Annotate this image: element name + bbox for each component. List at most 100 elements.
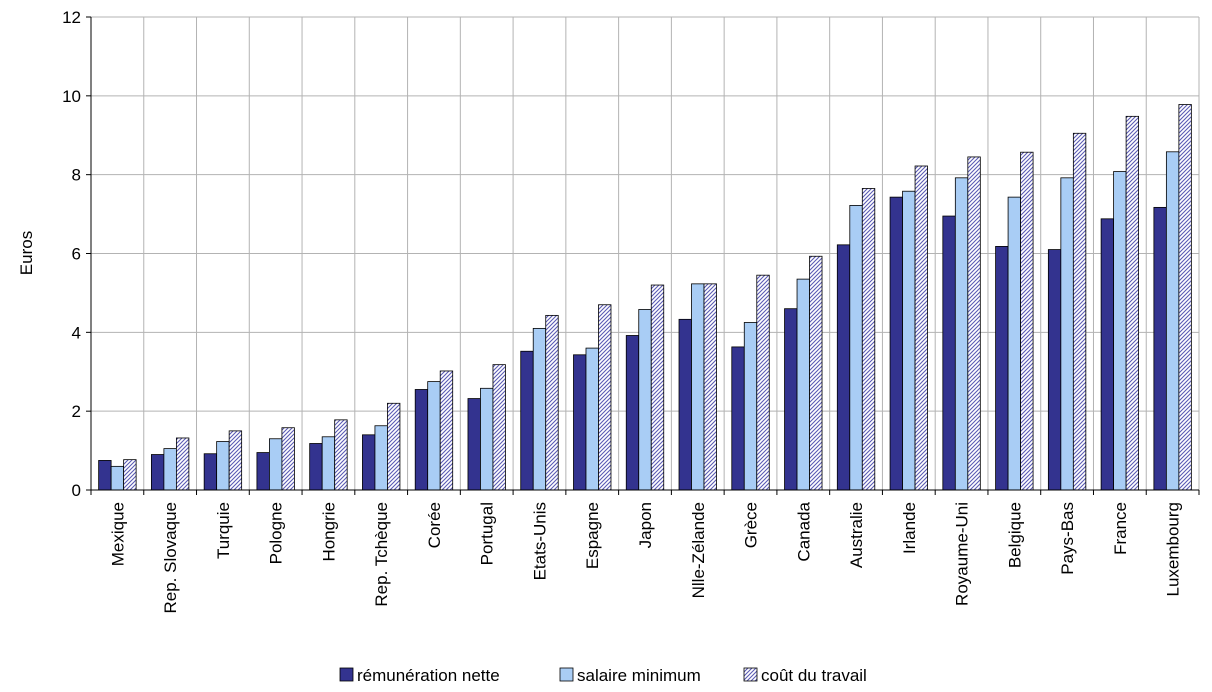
x-tick-label: Grèce xyxy=(742,502,761,548)
bar-cout-du-travail xyxy=(387,402,401,491)
bar-remuneration-nette xyxy=(731,346,745,491)
bar-cout-du-travail xyxy=(175,437,190,491)
bar-salaire-minimum xyxy=(1165,151,1180,491)
x-tick-label: Rep. Slovaque xyxy=(161,502,180,614)
bar-remuneration-nette xyxy=(520,350,534,491)
bar-remuneration-nette xyxy=(414,389,429,491)
bar-cout-du-travail xyxy=(123,459,137,491)
bar-salaire-minimum xyxy=(585,347,599,491)
bar-salaire-minimum xyxy=(1007,196,1021,491)
x-tick-label: Hongrie xyxy=(319,502,338,562)
x-tick-label: Canada xyxy=(794,501,813,561)
bar-remuneration-nette xyxy=(362,434,376,491)
bar-cout-du-travail xyxy=(439,370,454,491)
y-tick-label: 12 xyxy=(62,8,81,27)
bar-salaire-minimum xyxy=(743,322,758,491)
bar-salaire-minimum xyxy=(1060,177,1074,491)
bar-remuneration-nette xyxy=(942,215,956,491)
bar-cout-du-travail xyxy=(492,364,506,491)
y-tick-label: 6 xyxy=(72,245,81,264)
bar-salaire-minimum xyxy=(849,205,863,491)
x-tick-label: Pays-Bas xyxy=(1058,502,1077,575)
bar-salaire-minimum xyxy=(954,177,969,491)
x-tick-label: France xyxy=(1111,502,1130,555)
legend-label: salaire minimum xyxy=(577,666,701,685)
bar-remuneration-nette xyxy=(150,454,165,491)
bar-remuneration-nette xyxy=(1153,206,1167,491)
bar-remuneration-nette xyxy=(836,244,851,491)
bar-remuneration-nette xyxy=(625,335,640,491)
bar-cout-du-travail xyxy=(650,284,665,491)
x-tick-label: Irlande xyxy=(900,502,919,554)
bar-remuneration-nette xyxy=(309,443,323,491)
bar-cout-du-travail xyxy=(1072,132,1087,491)
legend-swatch xyxy=(743,667,758,682)
bar-cout-du-travail xyxy=(914,165,928,491)
bar-remuneration-nette xyxy=(889,196,903,491)
bar-remuneration-nette xyxy=(678,318,692,491)
x-tick-label: Mexique xyxy=(108,502,127,566)
x-tick-label: Etats-Unis xyxy=(530,502,549,580)
bar-cout-du-travail xyxy=(967,156,981,491)
x-tick-label: Portugal xyxy=(478,502,497,565)
bar-cout-du-travail xyxy=(1020,151,1034,491)
y-tick-label: 10 xyxy=(62,87,81,106)
x-tick-label: Royaume-Uni xyxy=(953,502,972,606)
tick-labels: 0 2 4 6 8 10 12 Mexique Rep. Slovaque Turquie Polo… xyxy=(62,8,1183,614)
bar-remuneration-nette xyxy=(256,452,270,491)
y-tick-label: 4 xyxy=(72,323,81,342)
bar-remuneration-nette xyxy=(995,246,1009,491)
bar-salaire-minimum xyxy=(796,278,810,491)
bar-salaire-minimum xyxy=(269,438,283,491)
bar-salaire-minimum xyxy=(902,190,916,491)
y-axis-label: Euros xyxy=(17,231,36,275)
bar-cout-du-travail xyxy=(861,188,876,491)
y-tick-label: 2 xyxy=(72,402,81,421)
bar-cout-du-travail xyxy=(545,314,559,491)
x-tick-label: Japon xyxy=(636,502,655,548)
bar-cout-du-travail xyxy=(703,283,717,491)
bar-cout-du-travail xyxy=(598,304,612,491)
bar-remuneration-nette xyxy=(573,354,587,491)
bar-cout-du-travail xyxy=(334,419,348,491)
bar-salaire-minimum xyxy=(110,465,125,491)
legend-swatch xyxy=(339,667,354,682)
bar-remuneration-nette xyxy=(784,308,798,491)
bar-cout-du-travail xyxy=(1125,115,1140,491)
bar-salaire-minimum xyxy=(216,441,230,491)
x-tick-label: Australie xyxy=(847,502,866,568)
x-tick-label: Belgique xyxy=(1005,502,1024,568)
bar-cout-du-travail xyxy=(228,430,243,491)
bar-remuneration-nette xyxy=(467,398,481,491)
bars xyxy=(98,104,1192,491)
bar-salaire-minimum xyxy=(532,327,547,491)
gridlines xyxy=(91,16,1200,490)
legend-swatch xyxy=(559,667,574,682)
bar-salaire-minimum xyxy=(321,436,336,491)
x-tick-label: Corée xyxy=(425,502,444,548)
y-tick-label: 0 xyxy=(72,481,81,500)
bar-salaire-minimum xyxy=(374,425,388,491)
bar-cout-du-travail xyxy=(1178,104,1192,491)
bar-salaire-minimum xyxy=(480,387,494,491)
x-tick-label: Rep. Tchèque xyxy=(372,502,391,607)
bar-salaire-minimum xyxy=(163,448,177,491)
bar-salaire-minimum xyxy=(1113,171,1127,491)
axes xyxy=(86,16,1200,495)
legend-label: coût du travail xyxy=(761,666,867,685)
bar-salaire-minimum xyxy=(427,381,441,491)
bar-remuneration-nette xyxy=(1047,249,1062,491)
bar-cout-du-travail xyxy=(756,274,770,491)
bar-remuneration-nette xyxy=(98,460,112,491)
x-tick-label: Turquie xyxy=(214,502,233,559)
bar-cout-du-travail xyxy=(281,427,295,491)
bar-salaire-minimum xyxy=(691,283,705,491)
bar-cout-du-travail xyxy=(809,255,823,491)
y-tick-label: 8 xyxy=(72,166,81,185)
bar-remuneration-nette xyxy=(203,453,218,491)
x-tick-label: Espagne xyxy=(583,502,602,569)
x-tick-label: Luxembourg xyxy=(1164,502,1183,597)
bar-salaire-minimum xyxy=(638,309,652,491)
legend-label: rémunération nette xyxy=(357,666,500,685)
